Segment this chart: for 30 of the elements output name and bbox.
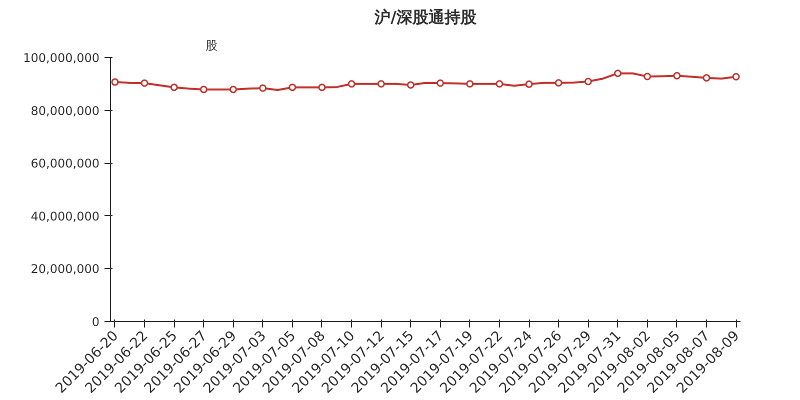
point [614, 70, 622, 78]
point [525, 80, 533, 88]
point [200, 86, 208, 94]
point [406, 81, 414, 89]
point [259, 84, 267, 92]
y-tick-label: 80,000,000 [30, 104, 100, 118]
point [140, 79, 148, 87]
point [732, 73, 740, 81]
y-tick-label: 20,000,000 [30, 262, 100, 276]
point [496, 80, 504, 88]
point [554, 79, 562, 87]
y-tick-label: 60,000,000 [30, 156, 100, 171]
point [229, 86, 237, 94]
point [348, 80, 356, 88]
y-tick-label: 40,000,000 [30, 209, 100, 224]
y-tick-label: 0 [92, 315, 100, 329]
point [466, 80, 474, 88]
point [644, 72, 652, 80]
y-tick-label: 100,000,000 [23, 51, 100, 65]
point [436, 79, 444, 87]
point [111, 78, 119, 86]
point [584, 78, 592, 86]
point [702, 74, 710, 82]
y-axis-title: 股 [206, 38, 218, 52]
chart-title: 沪/深股通持股 [374, 8, 478, 26]
point [673, 72, 681, 80]
point [288, 84, 296, 92]
point [318, 84, 326, 92]
point [170, 84, 178, 92]
point [377, 80, 385, 88]
